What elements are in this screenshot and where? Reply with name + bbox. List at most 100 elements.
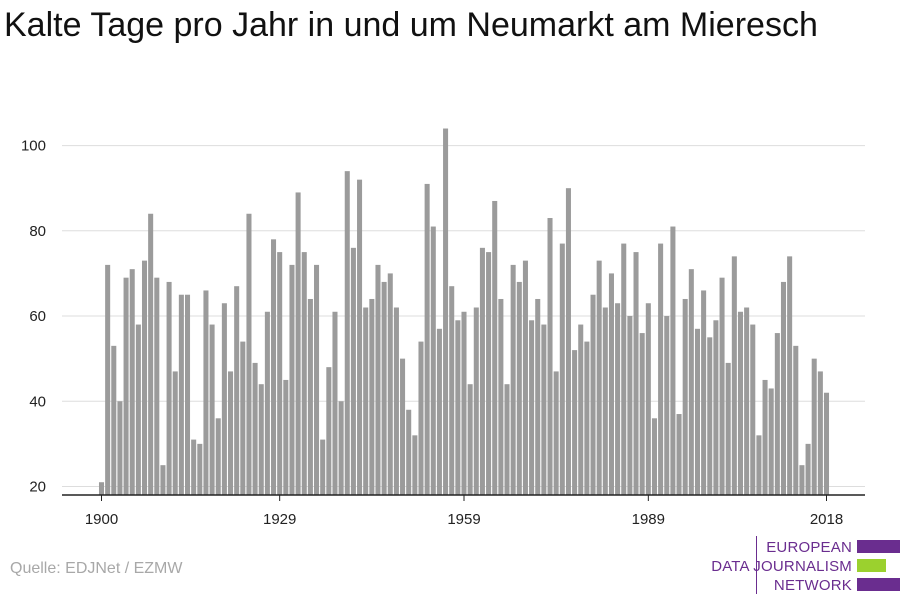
x-tick-label-1989: 1989 bbox=[632, 511, 665, 528]
bar-1996 bbox=[688, 269, 694, 495]
bar-1959 bbox=[461, 311, 467, 495]
bar-1952 bbox=[418, 341, 424, 495]
bar-1965 bbox=[498, 298, 504, 495]
logo-text: EUROPEAN DATA JOURNALISM NETWORK bbox=[711, 538, 852, 595]
bar-1960 bbox=[467, 384, 473, 495]
x-tick-label-1900: 1900 bbox=[85, 511, 118, 528]
bar-2012 bbox=[787, 256, 793, 495]
bar-1914 bbox=[185, 294, 191, 495]
bar-2016 bbox=[811, 358, 817, 495]
bar-1973 bbox=[547, 218, 553, 495]
bar-1923 bbox=[240, 341, 246, 495]
bar-1921 bbox=[228, 371, 234, 495]
bar-1912 bbox=[172, 371, 178, 495]
bar-1988 bbox=[639, 333, 645, 495]
bar-1910 bbox=[160, 465, 166, 495]
bar-1963 bbox=[486, 252, 492, 495]
bar-1906 bbox=[135, 324, 141, 495]
bar-1964 bbox=[492, 200, 498, 495]
bar-2006 bbox=[750, 324, 756, 495]
chart-title: Kalte Tage pro Jahr in und um Neumarkt a… bbox=[4, 6, 818, 44]
bar-2005 bbox=[744, 307, 750, 495]
bar-1962 bbox=[479, 247, 485, 495]
bar-1941 bbox=[350, 247, 356, 495]
logo-line-2: DATA JOURNALISM bbox=[711, 558, 852, 575]
bar-1978 bbox=[578, 324, 584, 495]
logo-divider bbox=[756, 536, 757, 594]
bar-1958 bbox=[455, 320, 461, 495]
bar-1955 bbox=[436, 328, 442, 495]
bar-1972 bbox=[541, 324, 547, 495]
bar-1993 bbox=[670, 226, 676, 495]
source-note: Quelle: EDJNet / EZMW bbox=[10, 560, 183, 577]
bar-1943 bbox=[363, 307, 369, 495]
bars bbox=[98, 128, 830, 496]
bar-1909 bbox=[154, 277, 160, 495]
bar-1924 bbox=[246, 213, 252, 495]
bar-1983 bbox=[608, 273, 614, 495]
bar-1950 bbox=[406, 409, 412, 495]
bar-1984 bbox=[615, 303, 621, 495]
bar-1994 bbox=[676, 414, 682, 495]
y-axis-ticks: 20 40 60 80 100 bbox=[21, 138, 46, 496]
logo-line-1: EUROPEAN bbox=[766, 539, 852, 556]
bar-1918 bbox=[209, 324, 215, 495]
bar-1934 bbox=[307, 298, 313, 495]
bar-1940 bbox=[344, 171, 350, 495]
bar-1968 bbox=[516, 281, 522, 495]
bar-2000 bbox=[713, 320, 719, 495]
bar-1927 bbox=[264, 311, 270, 495]
bar-1961 bbox=[473, 307, 479, 495]
bar-2013 bbox=[793, 345, 799, 495]
bar-2008 bbox=[762, 379, 768, 495]
bar-1911 bbox=[166, 281, 172, 495]
logo-bar-bottom bbox=[857, 578, 900, 591]
bar-1939 bbox=[338, 401, 344, 495]
bar-2010 bbox=[774, 333, 780, 495]
bar-1989 bbox=[645, 303, 651, 495]
y-tick-label-40: 40 bbox=[29, 393, 46, 410]
bar-1903 bbox=[117, 401, 123, 495]
x-tick-label-1959: 1959 bbox=[447, 511, 480, 528]
x-tick-label-2018: 2018 bbox=[810, 511, 843, 528]
bar-1953 bbox=[424, 183, 430, 496]
bar-1982 bbox=[602, 307, 608, 495]
bar-2007 bbox=[756, 435, 762, 495]
y-tick-label-100: 100 bbox=[21, 138, 46, 155]
bar-2001 bbox=[719, 277, 725, 495]
bar-1920 bbox=[221, 303, 227, 495]
bar-1990 bbox=[651, 418, 657, 495]
bar-1916 bbox=[197, 443, 203, 495]
logo-line-3: NETWORK bbox=[773, 577, 852, 594]
bar-1999 bbox=[707, 337, 713, 495]
bar-1931 bbox=[289, 264, 295, 495]
bar-1908 bbox=[148, 213, 154, 495]
bar-2018 bbox=[823, 392, 830, 495]
x-axis-ticks: 1900 1929 1959 1989 2018 bbox=[85, 495, 843, 528]
logo-bar-top bbox=[857, 540, 900, 553]
bar-1980 bbox=[590, 294, 596, 495]
bar-1976 bbox=[565, 188, 571, 495]
edjnet-logo[interactable]: EUROPEAN DATA JOURNALISM NETWORK bbox=[660, 536, 900, 596]
bar-1956 bbox=[443, 128, 449, 495]
bar-1930 bbox=[283, 379, 289, 495]
bar-1948 bbox=[393, 307, 399, 495]
bar-1957 bbox=[449, 286, 455, 495]
bar-1919 bbox=[215, 418, 221, 495]
bar-1975 bbox=[559, 243, 565, 495]
bar-1942 bbox=[357, 179, 363, 495]
bar-1947 bbox=[387, 273, 393, 495]
bar-1977 bbox=[572, 350, 578, 495]
bar-1901 bbox=[105, 264, 111, 495]
bar-1922 bbox=[234, 286, 240, 495]
bar-1949 bbox=[400, 358, 406, 495]
bar-1936 bbox=[320, 439, 326, 495]
bar-chart: 1900 1929 1959 1989 2018 20 40 60 80 100 bbox=[21, 128, 865, 528]
bar-1935 bbox=[314, 264, 320, 495]
bar-1917 bbox=[203, 290, 209, 495]
bar-1992 bbox=[664, 316, 670, 495]
y-tick-label-20: 20 bbox=[29, 478, 46, 495]
bar-1979 bbox=[584, 341, 590, 495]
bar-1944 bbox=[369, 298, 375, 495]
bar-1954 bbox=[430, 226, 436, 495]
